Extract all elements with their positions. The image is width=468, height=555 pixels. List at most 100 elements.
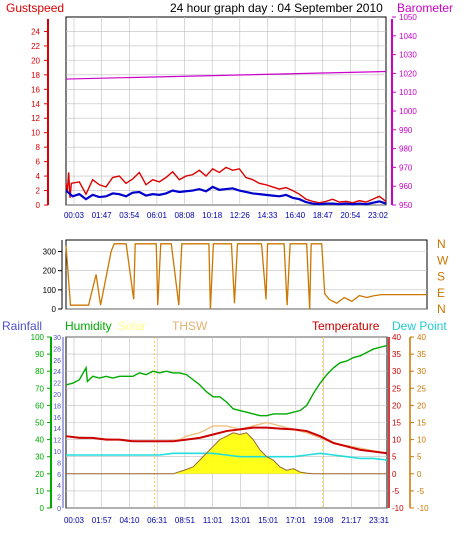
rainfall-tick-label: 4 — [57, 483, 61, 490]
direction-tick-label: 200 — [43, 267, 57, 276]
direction-plot-area — [65, 239, 428, 310]
gust-tick-label: 20 — [31, 56, 40, 65]
rainfall-tick-label: 6 — [57, 472, 61, 479]
wind-time-label: 12:26 — [230, 211, 251, 220]
gust-tick-label: 22 — [31, 42, 40, 51]
windspeed-line — [65, 185, 387, 206]
gust-tick-label: 10 — [31, 129, 40, 138]
temp-time-label: 08:51 — [175, 516, 196, 525]
rainfall-tick-label: 26 — [53, 358, 61, 365]
temp-time-label: 13:01 — [230, 516, 251, 525]
wind-direction-line — [65, 243, 427, 310]
compass-label: N — [437, 237, 446, 251]
humidity-tick-label: 90 — [35, 350, 44, 359]
gust-tick-label: 12 — [31, 114, 40, 123]
rainfall-tick-label: 30 — [53, 335, 61, 342]
compass-label: W — [437, 253, 449, 267]
rainfall-tick-label: 12 — [53, 438, 61, 445]
temp-time-label: 21:17 — [341, 516, 362, 525]
gust-line — [65, 166, 387, 204]
temperature-tick-label: 15 — [392, 419, 401, 428]
rainfall-tick-label: 22 — [53, 381, 61, 388]
temperature-line — [65, 426, 388, 455]
temperature-tick-label: -5 — [392, 487, 400, 496]
direction-tick-label: 100 — [43, 286, 57, 295]
baro-tick-label: 980 — [399, 145, 413, 154]
rainfall-tick-label: 10 — [53, 449, 61, 456]
compass-label: N — [437, 302, 446, 316]
wind-time-label: 14:33 — [257, 211, 278, 220]
temp-time-label: 06:31 — [147, 516, 168, 525]
gustspeed-label: Gustspeed — [6, 1, 64, 15]
graph-title: 24 hour graph day : 04 September 2010 — [170, 1, 383, 15]
direction-tick-label: 300 — [43, 248, 57, 257]
barometer-label: Barometer — [397, 1, 453, 15]
humidity-tick-label: 80 — [35, 367, 44, 376]
solar-area — [66, 432, 387, 474]
temp-time-label: 04:10 — [119, 516, 140, 525]
gust-tick-label: 6 — [36, 158, 41, 167]
dewpoint-tick-label: 0 — [417, 470, 422, 479]
wind-time-label: 10:18 — [202, 211, 223, 220]
temperature-tick-label: 35 — [392, 350, 401, 359]
temperature-tick-label: -10 — [392, 504, 404, 513]
gust-tick-label: 0 — [36, 201, 41, 210]
baro-tick-label: 1010 — [399, 88, 417, 97]
temperature-tick-label: 20 — [392, 401, 401, 410]
rainfall-tick-label: 2 — [57, 495, 61, 502]
humidity-tick-label: 50 — [35, 419, 44, 428]
wind-time-label: 06:01 — [147, 211, 168, 220]
rainfall-tick-label: 8 — [57, 460, 61, 467]
temperature-tick-label: 0 — [392, 470, 397, 479]
rainfall-tick-label: 28 — [53, 346, 61, 353]
wind-time-label: 20:54 — [340, 211, 361, 220]
rainfall-tick-label: 0 — [57, 506, 61, 513]
temperature-label: Temperature — [312, 319, 380, 333]
temp-time-label: 23:31 — [369, 516, 390, 525]
dewpoint-tick-label: -10 — [417, 504, 429, 513]
dewpoint-tick-label: 10 — [417, 436, 426, 445]
humidity-tick-label: 30 — [35, 453, 44, 462]
temp-time-label: 15:01 — [258, 516, 279, 525]
wind-time-label: 03:54 — [119, 211, 140, 220]
dewpoint-tick-label: 5 — [417, 453, 422, 462]
baro-tick-label: 950 — [399, 201, 413, 210]
wind-plot-area — [65, 16, 387, 206]
rainfall-tick-label: 20 — [53, 392, 61, 399]
baro-tick-label: 1030 — [399, 51, 417, 60]
temp-time-label: 11:01 — [203, 516, 223, 525]
temperature-tick-label: 40 — [392, 333, 401, 342]
wind-time-label: 01:47 — [92, 211, 113, 220]
humidity-line — [65, 344, 388, 417]
gust-tick-label: 8 — [36, 143, 41, 152]
humidity-tick-label: 10 — [35, 487, 44, 496]
baro-tick-label: 1020 — [399, 69, 417, 78]
rainfall-tick-label: 24 — [53, 369, 61, 376]
dewpoint-tick-label: 20 — [417, 401, 426, 410]
gust-tick-label: 16 — [31, 85, 40, 94]
gust-tick-label: 18 — [31, 71, 40, 80]
gust-tick-label: 2 — [36, 187, 41, 196]
rainfall-tick-label: 18 — [53, 403, 61, 410]
baro-tick-label: 1040 — [399, 32, 417, 41]
wind-time-label: 23:02 — [368, 211, 389, 220]
temp-time-label: 19:08 — [314, 516, 335, 525]
baro-tick-label: 960 — [399, 182, 413, 191]
dewpoint-tick-label: 15 — [417, 419, 426, 428]
temperature-tick-label: 25 — [392, 384, 401, 393]
wind-time-label: 08:08 — [175, 211, 196, 220]
solar-outline — [66, 432, 387, 475]
wind-time-label: 18:47 — [313, 211, 334, 220]
temp-time-label: 01:57 — [92, 516, 113, 525]
gust-tick-label: 24 — [31, 27, 40, 36]
dewpoint-line — [66, 452, 388, 461]
humidity-label: Humidity — [65, 319, 112, 333]
humidity-tick-label: 100 — [31, 333, 45, 342]
temp-time-label: 17:01 — [286, 516, 307, 525]
direction-tick-label: 0 — [52, 305, 57, 314]
solar-label: Solar — [118, 319, 146, 333]
rainfall-label: Rainfall — [2, 319, 42, 333]
rainfall-tick-label: 14 — [53, 426, 61, 433]
